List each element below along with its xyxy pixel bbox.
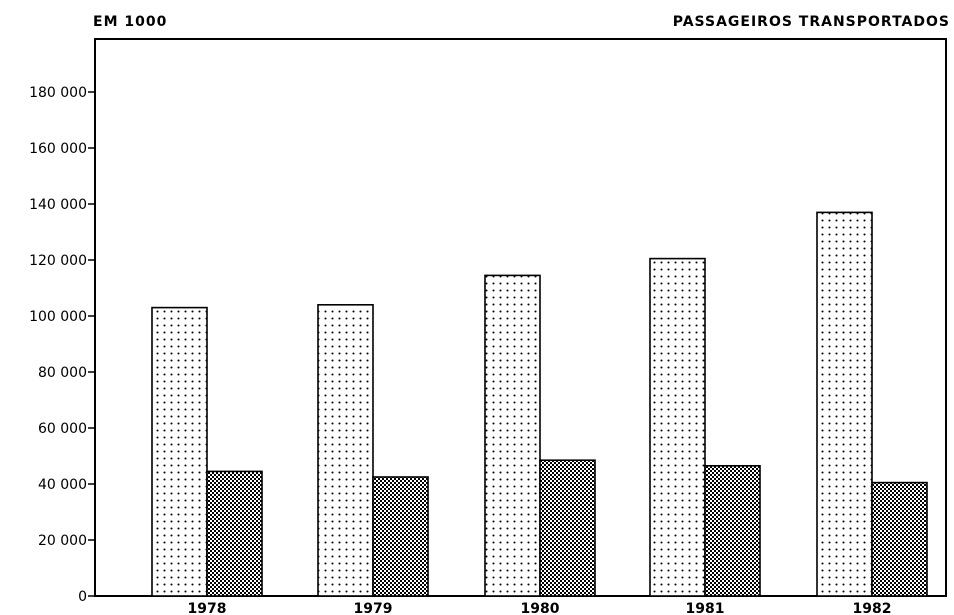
bar-1981-series-2 (704, 464, 761, 597)
y-tick-label: 120 000 (29, 253, 87, 269)
x-tick-label-1981: 1981 (686, 601, 725, 615)
bar-1982-series-2 (871, 481, 928, 597)
x-tick-label-1980: 1980 (521, 601, 560, 615)
x-tick-label-1979: 1979 (354, 601, 393, 615)
bar-1980-series-2 (539, 459, 596, 597)
y-tick-label: 180 000 (29, 85, 87, 101)
y-tick-label: 140 000 (29, 197, 87, 213)
unit-label: EM 1000 (93, 14, 167, 30)
y-tick-label: 40 000 (38, 477, 87, 493)
y-tick-label: 100 000 (29, 309, 87, 325)
bars (151, 211, 928, 597)
y-tick-label: 160 000 (29, 141, 87, 157)
bar-1981-series-1 (649, 257, 706, 597)
y-tick-label: 0 (78, 589, 87, 605)
x-axis: 1978 1979 1980 1981 1982 (188, 601, 892, 615)
x-tick-label-1982: 1982 (853, 601, 892, 615)
y-tick-label: 80 000 (38, 365, 87, 381)
y-tick-label: 60 000 (38, 421, 87, 437)
bar-1978-series-1 (151, 306, 208, 597)
bar-1979-series-2 (372, 476, 429, 597)
bar-1980-series-1 (484, 274, 541, 597)
bar-1979-series-1 (317, 303, 374, 597)
x-tick-label-1978: 1978 (188, 601, 227, 615)
chart-title: PASSAGEIROS TRANSPORTADOS (673, 14, 950, 30)
bar-1978-series-2 (206, 470, 263, 597)
y-axis: 0 20 000 40 000 60 000 80 000 100 000 120 000 1… (29, 85, 95, 605)
y-tick-label: 20 000 (38, 533, 87, 549)
bar-1982-series-1 (816, 211, 873, 597)
